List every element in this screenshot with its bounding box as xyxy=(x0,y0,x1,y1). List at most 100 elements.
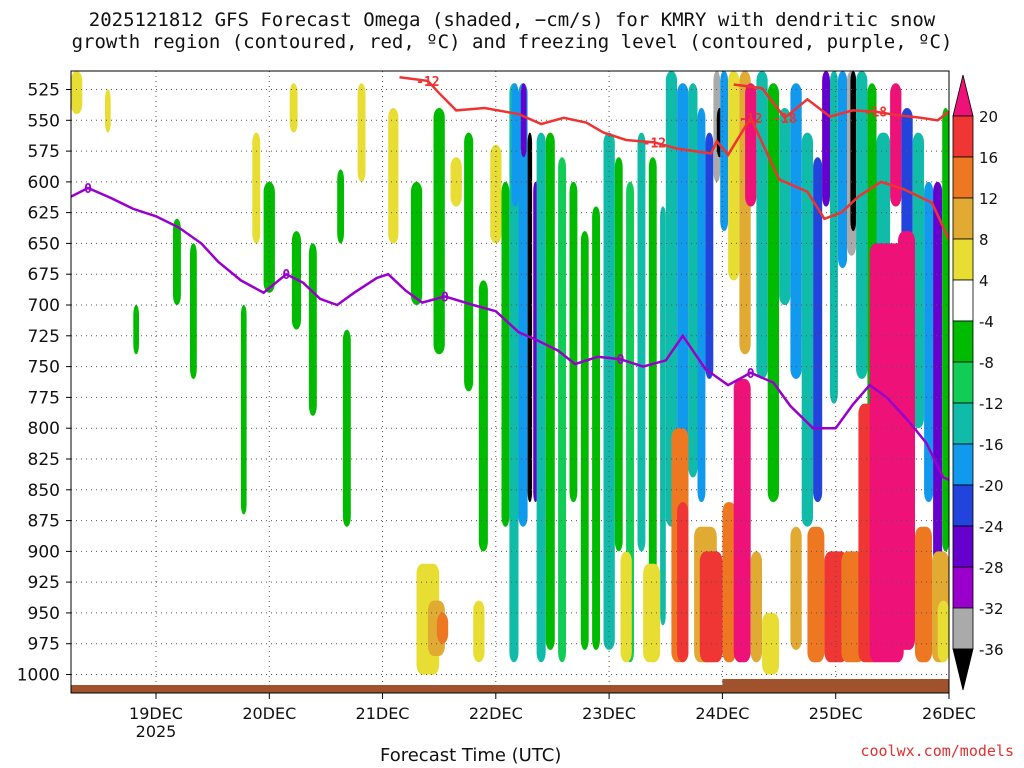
omega-cell xyxy=(813,157,823,503)
omega-cell xyxy=(490,144,502,244)
omega-cell xyxy=(665,71,678,527)
colorbar-segment xyxy=(952,607,974,650)
omega-cell xyxy=(801,132,813,527)
omega-cell xyxy=(937,600,949,663)
omega-cell xyxy=(263,181,275,293)
omega-cell xyxy=(898,231,915,650)
omega-cell xyxy=(660,206,666,626)
y-tick-label: 975 xyxy=(28,635,60,655)
contour-label: -18 xyxy=(773,112,797,127)
colorbar-cap-top xyxy=(952,74,974,117)
y-tick-label: 900 xyxy=(28,542,60,562)
omega-cell xyxy=(71,71,83,115)
y-tick-label: 650 xyxy=(28,234,60,254)
omega-cell xyxy=(912,132,924,429)
y-tick-label: 1000 xyxy=(17,666,60,686)
x-tick-label: 26DEC xyxy=(922,704,976,723)
omega-cell xyxy=(620,551,632,663)
omega-cell xyxy=(790,83,802,379)
y-tick-label: 850 xyxy=(28,481,60,501)
colorbar-label: 4 xyxy=(979,272,989,290)
chart-title-line-1: 2025121812 GFS Forecast Omega (shaded, −… xyxy=(88,9,936,31)
omega-cell xyxy=(688,83,698,478)
omega-cell xyxy=(511,83,519,207)
colorbar-label: 8 xyxy=(979,231,989,249)
contour-label: 0 xyxy=(441,290,449,305)
omega-cell xyxy=(677,502,689,663)
contour-label: 0 xyxy=(84,182,92,197)
colorbar-segment xyxy=(952,320,974,363)
omega-cell xyxy=(924,181,934,503)
x-tick-label: 19DEC xyxy=(129,704,183,723)
chart-title-line-2: growth region (contoured, red, ºC) and f… xyxy=(71,31,953,53)
y-tick-label: 675 xyxy=(28,265,60,285)
y-tick-label: 600 xyxy=(28,173,60,193)
omega-cell xyxy=(527,132,533,503)
x-tick-label: 20DEC xyxy=(242,704,296,723)
colorbar-label: 12 xyxy=(979,190,998,208)
omega-cell xyxy=(933,181,943,576)
colorbar-label: -20 xyxy=(979,477,1004,495)
colorbar-segment xyxy=(952,279,974,322)
colorbar-segment xyxy=(952,238,974,281)
contour-label: -12 xyxy=(739,112,762,127)
omega-cell xyxy=(942,108,949,552)
contour-label: -12 xyxy=(416,75,439,90)
omega-cell xyxy=(762,612,780,675)
omega-cell xyxy=(648,157,657,663)
omega-shading xyxy=(71,71,949,675)
omega-cell xyxy=(545,132,555,650)
x-tick-label: 23DEC xyxy=(582,704,636,723)
y-tick-label: 625 xyxy=(28,204,60,224)
omega-cell xyxy=(807,526,825,663)
omega-cell xyxy=(745,83,757,207)
plot-frame xyxy=(70,70,950,694)
omega-cell xyxy=(240,305,247,515)
omega-cell xyxy=(767,83,779,503)
colorbar-segment xyxy=(952,115,974,158)
contour-lines: 0 0 0 0 0 -12 -12 -12 -18 -18 xyxy=(71,75,949,482)
y-tick-label: 525 xyxy=(28,81,60,101)
omega-cell xyxy=(614,157,623,552)
y-tick-label: 775 xyxy=(28,388,60,408)
colorbar-segment xyxy=(952,525,974,568)
x-tick-label: 24DEC xyxy=(695,704,749,723)
y-tick-label: 950 xyxy=(28,604,60,624)
omega-cell xyxy=(856,71,868,379)
colorbar-segment xyxy=(952,197,974,240)
colorbar-label: -32 xyxy=(979,600,1004,618)
omega-cell xyxy=(733,378,751,663)
omega-cell xyxy=(478,280,488,552)
omega-cell xyxy=(520,83,527,158)
omega-cell xyxy=(677,83,689,515)
contour-line xyxy=(71,186,949,482)
omega-cell xyxy=(838,71,848,269)
omega-cell xyxy=(915,526,932,663)
colorbar-label: 16 xyxy=(979,149,998,167)
colorbar-label: -28 xyxy=(979,559,1004,577)
omega-cell xyxy=(357,83,366,182)
omega-cell xyxy=(436,612,449,644)
y-tick-label: 875 xyxy=(28,512,60,532)
omega-cell xyxy=(580,231,589,650)
omega-cell xyxy=(699,551,723,663)
omega-cell xyxy=(173,218,181,305)
colorbar-label: -36 xyxy=(979,641,1004,659)
omega-cell xyxy=(464,132,474,392)
omega-cell xyxy=(337,169,344,244)
colorbar-segment xyxy=(952,566,974,609)
terrain xyxy=(71,685,949,693)
x-axis-label: Forecast Time (UTC) xyxy=(380,745,562,766)
colorbar-label: 20 xyxy=(979,108,998,126)
y-axis: 525 550 575 600 625 650 675 700 725 750 775 800 825 8… xyxy=(17,81,71,686)
omega-cell xyxy=(473,600,485,663)
y-tick-label: 575 xyxy=(28,142,60,162)
y-tick-label: 700 xyxy=(28,296,60,316)
contour-line xyxy=(399,75,949,241)
omega-cell xyxy=(637,132,646,552)
contour-label: 0 xyxy=(747,367,755,382)
contour-label: 0 xyxy=(617,353,625,368)
omega-cell xyxy=(518,83,528,527)
y-tick-label: 750 xyxy=(28,358,60,378)
